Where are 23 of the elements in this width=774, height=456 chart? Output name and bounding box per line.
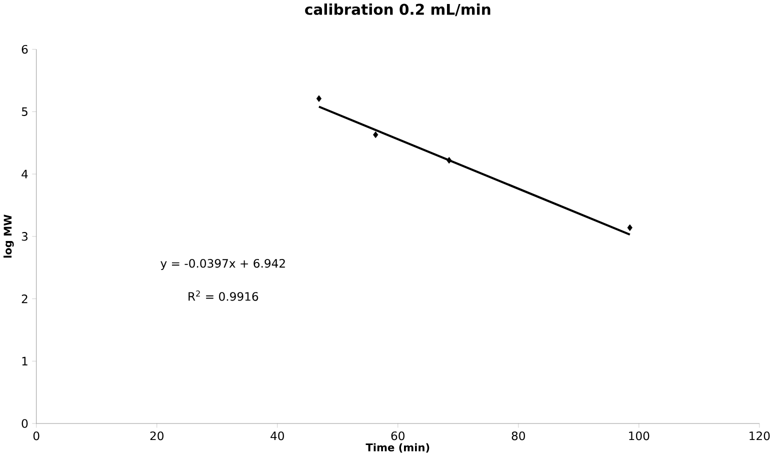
y-tick-label: 1	[22, 356, 28, 366]
chart-title: calibration 0.2 mL/min	[305, 3, 490, 16]
y-tick-label: 2	[22, 294, 28, 304]
x-tick-label: 120	[750, 431, 770, 440]
y-tick-label: 0	[22, 419, 28, 428]
y-axis-title: log MW	[4, 214, 14, 258]
y-tick-label: 4	[22, 170, 28, 178]
x-tick-label: 40	[270, 431, 284, 440]
point	[446, 156, 452, 164]
x-tick-label: 60	[391, 431, 404, 440]
y-tick-label: 6	[22, 44, 28, 54]
x-axis-title: Time (min)	[366, 443, 430, 453]
point	[627, 224, 632, 231]
point	[373, 131, 378, 138]
y-tick-label: 5	[22, 107, 28, 116]
x-tick-label: 0	[33, 431, 40, 440]
x-tick-label: 80	[512, 431, 525, 440]
x-tick-label: 100	[629, 431, 650, 440]
x-tick-label: 20	[150, 431, 164, 440]
annotation: R$^{2}$ = 0.9916	[188, 290, 258, 301]
y-tick-label: 3	[22, 232, 28, 241]
point	[316, 95, 322, 102]
annotation: y = -0.0397x + 6.942	[160, 258, 285, 270]
